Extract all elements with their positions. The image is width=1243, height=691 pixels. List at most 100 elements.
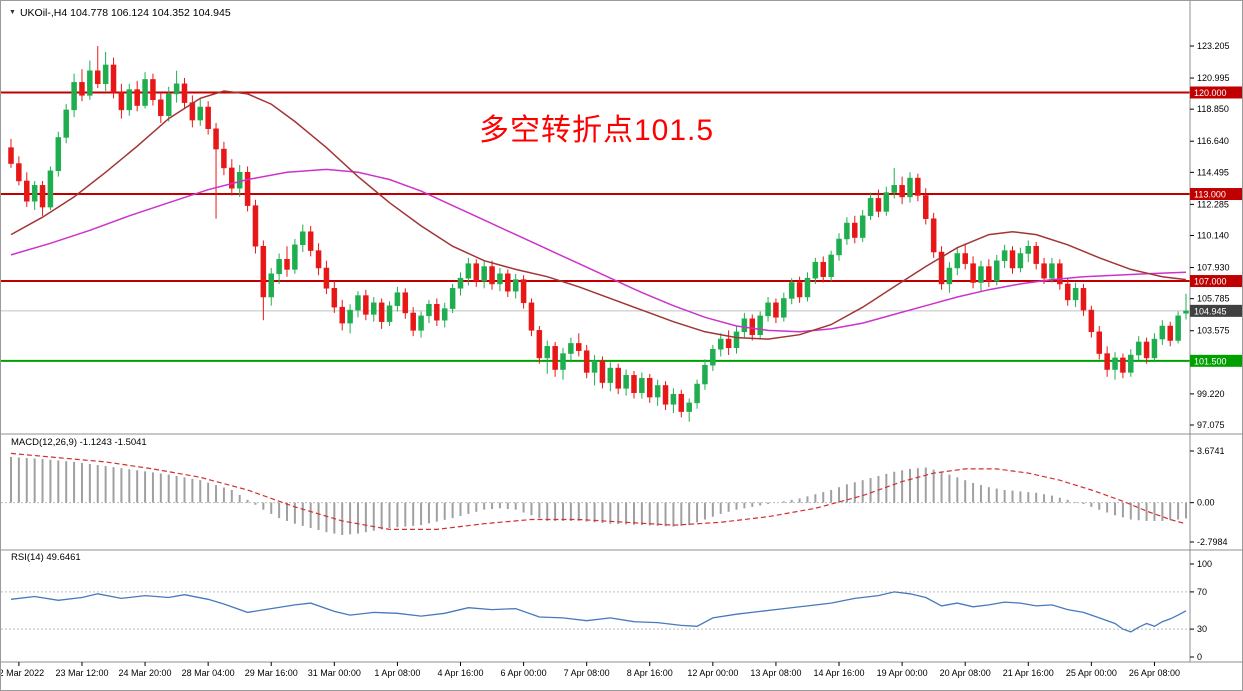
price-axis[interactable]: 123.205 120.995 118.850 116.640 114.495 112.2… xyxy=(1190,41,1230,430)
candle xyxy=(1096,326,1103,360)
candle xyxy=(576,333,582,357)
svg-text:107.000: 107.000 xyxy=(1194,277,1227,287)
candle xyxy=(1049,257,1055,283)
candle xyxy=(213,122,219,219)
svg-text:30: 30 xyxy=(1197,624,1207,634)
candle xyxy=(31,180,38,210)
candle xyxy=(694,379,700,409)
candle xyxy=(307,225,314,257)
svg-text:8 Apr 16:00: 8 Apr 16:00 xyxy=(627,668,673,678)
candle xyxy=(552,341,558,377)
candle xyxy=(867,192,874,221)
candle xyxy=(16,156,22,186)
svg-text:22 Mar 2022: 22 Mar 2022 xyxy=(1,668,44,678)
candle xyxy=(781,292,787,322)
candle xyxy=(520,275,527,309)
candle xyxy=(702,359,708,390)
svg-text:21 Apr 16:00: 21 Apr 16:00 xyxy=(1003,668,1054,678)
candle xyxy=(497,267,503,292)
candle xyxy=(1064,278,1071,306)
svg-text:29 Mar 16:00: 29 Mar 16:00 xyxy=(245,668,298,678)
macd-axis[interactable]: 3.6741 0.00 -2.7984 xyxy=(1190,446,1228,547)
candle xyxy=(386,301,393,327)
candle xyxy=(55,131,62,177)
candle xyxy=(371,296,377,322)
svg-text:3.6741: 3.6741 xyxy=(1197,446,1225,456)
svg-text:20 Apr 08:00: 20 Apr 08:00 xyxy=(940,668,991,678)
candle xyxy=(394,286,401,312)
candle xyxy=(505,269,511,297)
svg-text:14 Apr 16:00: 14 Apr 16:00 xyxy=(813,668,864,678)
macd-signal-line xyxy=(10,452,1187,530)
rsi-level-lines xyxy=(1,591,1190,630)
svg-text:12 Apr 00:00: 12 Apr 00:00 xyxy=(687,668,738,678)
svg-text:116.640: 116.640 xyxy=(1197,136,1229,146)
symbol-dropdown-icon[interactable]: ▼ xyxy=(9,9,16,16)
svg-text:110.140: 110.140 xyxy=(1197,231,1229,241)
candle xyxy=(1159,320,1166,345)
candle xyxy=(970,256,976,289)
svg-text:120.000: 120.000 xyxy=(1194,88,1227,98)
candle xyxy=(205,101,211,135)
svg-text:107.930: 107.930 xyxy=(1197,263,1230,273)
candle xyxy=(962,243,968,270)
candle xyxy=(930,212,937,258)
candle xyxy=(79,69,85,102)
candle xyxy=(402,288,409,319)
candle xyxy=(647,373,653,403)
svg-text:31 Mar 00:00: 31 Mar 00:00 xyxy=(308,668,361,678)
candle xyxy=(457,272,464,296)
candle xyxy=(339,299,345,331)
candle xyxy=(355,291,361,318)
rsi-line xyxy=(10,591,1187,633)
candle xyxy=(110,57,117,99)
ma-slow-magenta xyxy=(10,168,1187,333)
svg-text:24 Mar 20:00: 24 Mar 20:00 xyxy=(119,668,172,678)
candle xyxy=(426,299,432,324)
rsi-axis[interactable]: 100 70 30 0 xyxy=(1190,559,1212,662)
svg-text:26 Apr 08:00: 26 Apr 08:00 xyxy=(1129,668,1180,678)
candle xyxy=(1135,336,1142,361)
candle xyxy=(623,369,629,396)
candle xyxy=(852,215,858,244)
candle xyxy=(473,259,480,287)
candle xyxy=(654,379,661,406)
time-axis[interactable]: 22 Mar 2022 23 Mar 12:00 24 Mar 20:00 28 Ma… xyxy=(1,662,1180,678)
candle xyxy=(229,159,235,196)
candle xyxy=(8,138,14,168)
candle xyxy=(347,304,353,334)
candle xyxy=(670,388,677,414)
svg-text:13 Apr 08:00: 13 Apr 08:00 xyxy=(750,668,801,678)
candle xyxy=(946,262,953,293)
candle xyxy=(812,257,819,284)
candle xyxy=(875,189,882,218)
candle xyxy=(899,176,905,205)
candle xyxy=(765,296,771,322)
candle xyxy=(599,356,606,389)
candle xyxy=(87,60,93,100)
candle xyxy=(938,246,945,290)
svg-text:7 Apr 08:00: 7 Apr 08:00 xyxy=(564,668,610,678)
candle xyxy=(528,298,535,337)
candle xyxy=(1175,311,1181,344)
candle xyxy=(883,186,890,216)
svg-text:28 Mar 04:00: 28 Mar 04:00 xyxy=(182,668,235,678)
candle xyxy=(536,326,543,364)
candle xyxy=(1057,259,1063,290)
svg-text:113.000: 113.000 xyxy=(1194,190,1226,200)
candle xyxy=(844,217,850,245)
candle xyxy=(915,173,921,202)
svg-text:123.205: 123.205 xyxy=(1197,41,1230,51)
candle xyxy=(678,389,685,418)
candle xyxy=(1128,349,1134,377)
candle xyxy=(197,98,204,126)
candle xyxy=(315,243,322,276)
candle xyxy=(891,167,897,199)
annotation-text: 多空转折点101.5 xyxy=(479,114,715,147)
svg-text:4 Apr 16:00: 4 Apr 16:00 xyxy=(437,668,483,678)
candle xyxy=(292,238,298,274)
svg-text:19 Apr 00:00: 19 Apr 00:00 xyxy=(877,668,928,678)
candle xyxy=(465,257,472,286)
candlestick-series xyxy=(8,46,1189,422)
